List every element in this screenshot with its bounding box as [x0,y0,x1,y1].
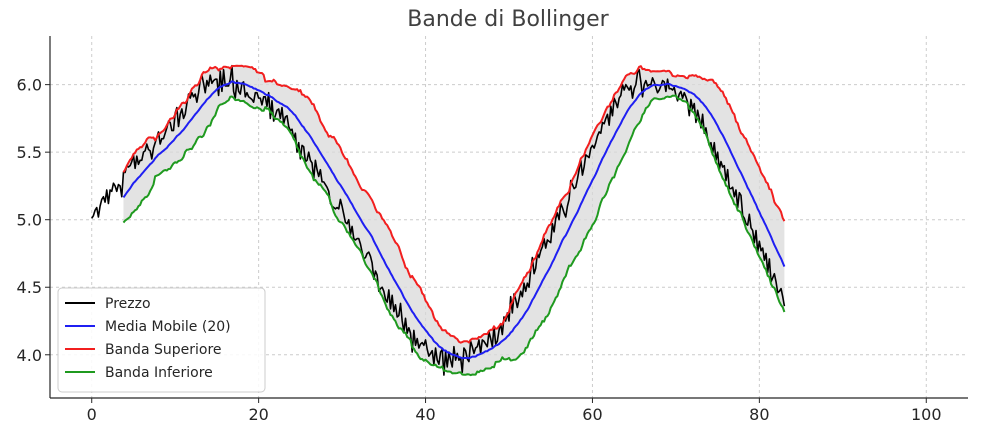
legend-box [57,287,266,393]
ticks: 0 20 40 60 80 100 4.0 4.5 5.0 5.5 6.0 [17,76,942,424]
x-tick-label: 60 [582,405,602,424]
series-line-1 [122,80,786,360]
series-line-3 [122,94,786,377]
legend-label: Media Mobile (20) [105,319,231,335]
x-tick-label: 100 [911,405,942,424]
chart-title: Bande di Bollinger [407,7,609,32]
series-lines [91,64,786,377]
legend-label: Prezzo [105,296,151,312]
x-tick-label: 40 [415,405,435,424]
series-line-2 [122,64,786,344]
series-line-0 [91,64,786,376]
band-fill [123,65,785,376]
y-tick-label: 5.0 [17,211,42,230]
legend-label: Banda Superiore [105,342,222,358]
y-tick-label: 6.0 [17,76,42,95]
y-tick-label: 4.5 [17,278,42,297]
axes [49,36,968,399]
x-tick-label: 80 [749,405,769,424]
x-tick-label: 20 [248,405,268,424]
bollinger-band-area [123,65,785,376]
legend: Prezzo Media Mobile (20) Banda Superiore Ba… [57,287,266,393]
legend-label: Banda Inferiore [105,365,213,381]
y-tick-label: 4.0 [17,346,42,365]
x-tick-label: 0 [87,405,97,424]
y-tick-label: 5.5 [17,143,42,162]
